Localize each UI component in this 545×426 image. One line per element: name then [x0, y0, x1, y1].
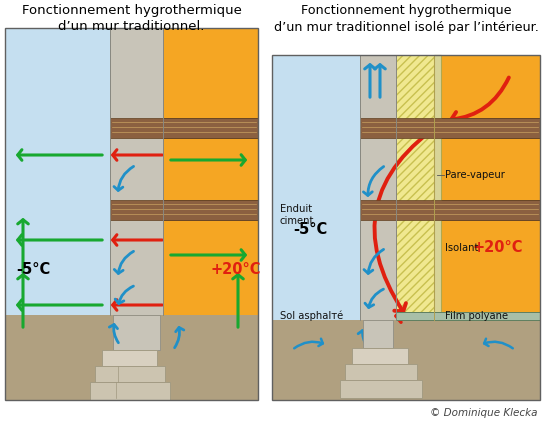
Text: Fonctionnement hygrothermique
d’un mur traditionnel isolé par l’intérieur.: Fonctionnement hygrothermique d’un mur t… [274, 4, 538, 34]
Bar [434, 55, 441, 320]
Bar [434, 55, 441, 320]
Bar [360, 200, 540, 220]
Bar [345, 364, 417, 380]
Bar [5, 28, 110, 315]
Bar [5, 28, 110, 315]
Bar [5, 28, 258, 400]
Text: -5°C: -5°C [293, 222, 327, 238]
Bar [272, 320, 540, 400]
Bar [396, 312, 540, 320]
Bar [110, 200, 258, 220]
Bar [360, 55, 396, 320]
Bar [163, 28, 258, 315]
Bar [340, 380, 422, 398]
Bar [363, 320, 393, 348]
Bar [102, 350, 157, 366]
Text: -5°C: -5°C [16, 262, 50, 277]
Bar [360, 118, 540, 138]
Bar [396, 55, 434, 320]
Bar [396, 55, 434, 320]
Bar [90, 382, 170, 400]
Text: © Dominique Klecka: © Dominique Klecka [431, 408, 538, 418]
Bar [352, 348, 408, 364]
Bar [441, 55, 540, 320]
Bar [272, 55, 360, 320]
Bar [360, 200, 540, 220]
Text: Pare-vapeur: Pare-vapeur [445, 170, 505, 180]
Text: +20°C: +20°C [211, 262, 261, 277]
Bar [360, 55, 396, 320]
Bar [5, 315, 258, 400]
Text: Isolant: Isolant [445, 243, 479, 253]
Bar [113, 315, 160, 350]
Bar [163, 28, 258, 315]
Bar [110, 28, 163, 315]
Bar [110, 200, 258, 220]
Bar [272, 55, 540, 400]
Bar [95, 366, 165, 382]
Text: Enduit
ciment: Enduit ciment [280, 204, 314, 226]
Text: Sol asphalтé: Sol asphalтé [280, 311, 343, 321]
Text: Fonctionnement hygrothermique
d’un mur traditionnel.: Fonctionnement hygrothermique d’un mur t… [22, 4, 241, 34]
Bar [110, 118, 258, 138]
Bar [110, 28, 163, 315]
Bar [360, 118, 540, 138]
Bar [110, 118, 258, 138]
Text: +20°C: +20°C [473, 241, 523, 256]
Text: Film polyane: Film polyane [445, 311, 508, 321]
Bar [272, 55, 360, 320]
Bar [441, 55, 540, 320]
Bar [396, 312, 540, 320]
